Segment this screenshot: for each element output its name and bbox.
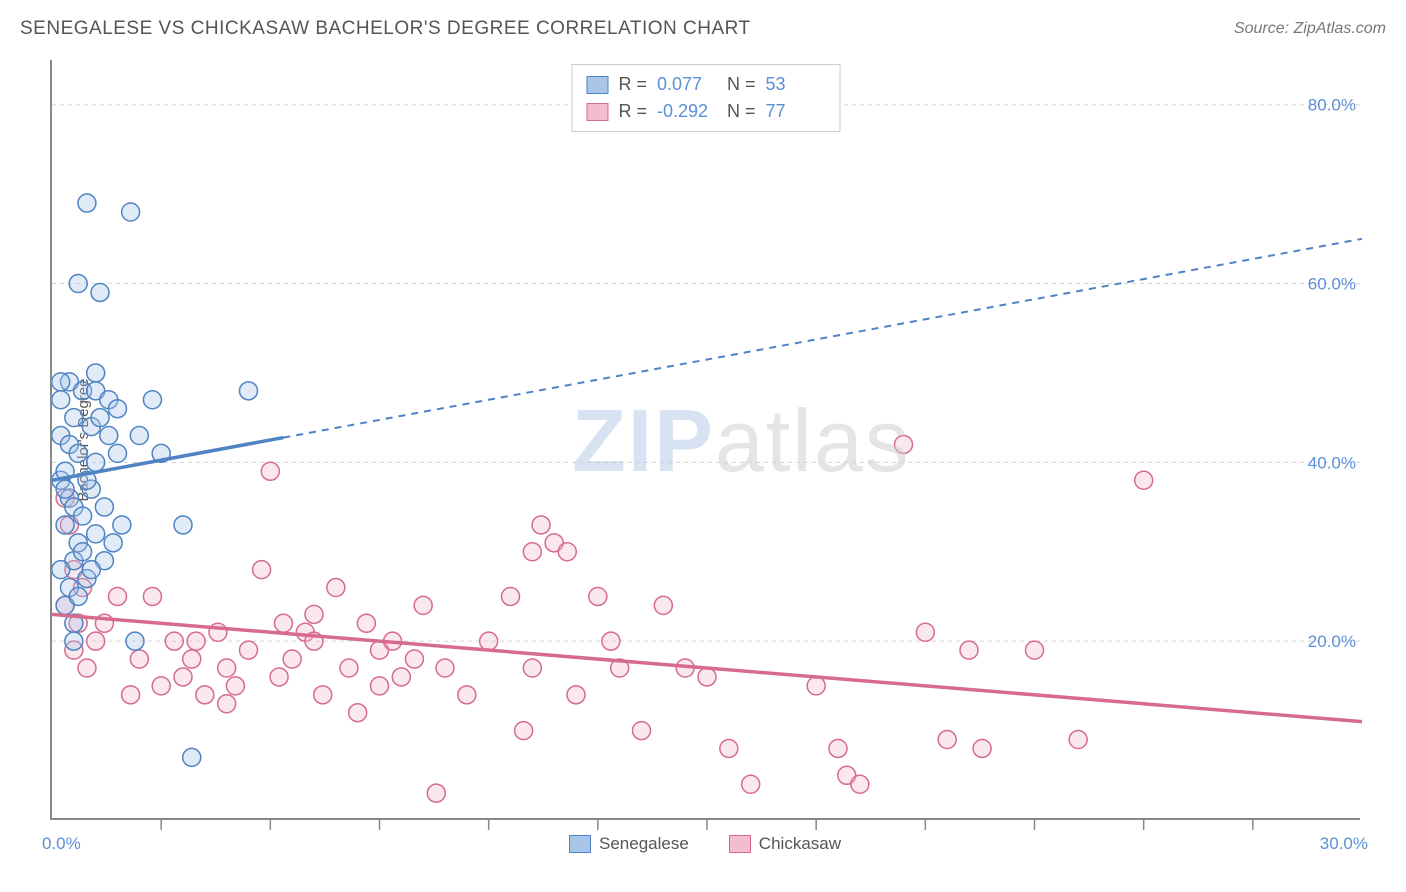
chart-area: Bachelor's Degree 20.0%40.0%60.0%80.0% Z… bbox=[50, 60, 1360, 820]
n-label: N = bbox=[727, 98, 756, 125]
swatch-senegalese bbox=[586, 76, 608, 94]
x-axis-min-label: 0.0% bbox=[42, 834, 81, 854]
r-value-chickasaw: -0.292 bbox=[657, 98, 717, 125]
scatter-plot-svg: 20.0% 40.0% 60.0% 80.0% bbox=[52, 60, 1362, 834]
series-legend: Senegalese Chickasaw bbox=[569, 834, 841, 854]
n-value-senegalese: 53 bbox=[766, 71, 826, 98]
legend-item-senegalese: Senegalese bbox=[569, 834, 689, 854]
legend-label-senegalese: Senegalese bbox=[599, 834, 689, 854]
correlation-stats-legend: R = 0.077 N = 53 R = -0.292 N = 77 bbox=[571, 64, 840, 132]
stats-row-senegalese: R = 0.077 N = 53 bbox=[586, 71, 825, 98]
svg-text:60.0%: 60.0% bbox=[1308, 275, 1356, 294]
r-value-senegalese: 0.077 bbox=[657, 71, 717, 98]
r-label: R = bbox=[618, 71, 647, 98]
swatch-chickasaw bbox=[586, 103, 608, 121]
svg-text:20.0%: 20.0% bbox=[1308, 632, 1356, 651]
n-label: N = bbox=[727, 71, 756, 98]
svg-text:40.0%: 40.0% bbox=[1308, 453, 1356, 472]
n-value-chickasaw: 77 bbox=[766, 98, 826, 125]
legend-swatch-chickasaw bbox=[729, 835, 751, 853]
legend-item-chickasaw: Chickasaw bbox=[729, 834, 841, 854]
legend-label-chickasaw: Chickasaw bbox=[759, 834, 841, 854]
header: SENEGALESE VS CHICKASAW BACHELOR'S DEGRE… bbox=[20, 18, 1386, 40]
plot-box: 20.0%40.0%60.0%80.0% ZIPatlas R = 0.077 … bbox=[50, 60, 1360, 820]
x-axis-max-label: 30.0% bbox=[1320, 834, 1368, 854]
svg-text:80.0%: 80.0% bbox=[1308, 96, 1356, 115]
source-attribution: Source: ZipAtlas.com bbox=[1234, 20, 1386, 38]
chart-title: SENEGALESE VS CHICKASAW BACHELOR'S DEGRE… bbox=[20, 18, 751, 40]
r-label: R = bbox=[618, 98, 647, 125]
stats-row-chickasaw: R = -0.292 N = 77 bbox=[586, 98, 825, 125]
legend-swatch-senegalese bbox=[569, 835, 591, 853]
